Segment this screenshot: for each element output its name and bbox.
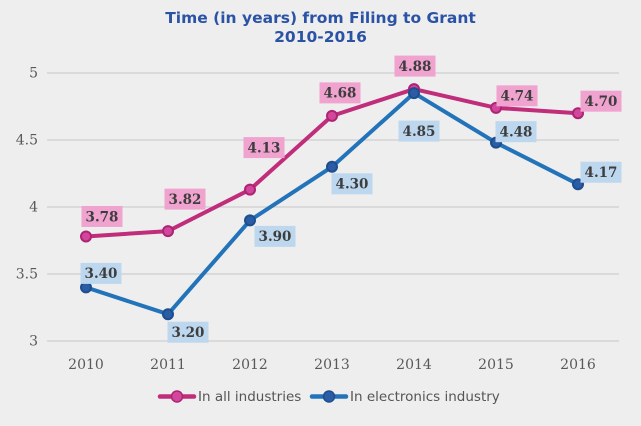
- legend-label-in-electronics-industry: In electronics industry: [350, 389, 500, 405]
- data-label-box-in-electronics-industry: [398, 120, 440, 142]
- legend-label-in-all-industries: In all industries: [198, 389, 301, 405]
- data-label-value-in-all-industries: 4.13: [248, 140, 281, 156]
- x-axis-tick-label: 2012: [232, 357, 268, 373]
- data-label-box-in-all-industries: [164, 188, 206, 210]
- data-label-box-in-electronics-industry: [80, 262, 122, 284]
- data-label-box-in-all-industries: [394, 55, 436, 77]
- data-label-box-in-electronics-industry: [331, 173, 373, 195]
- data-label-value-in-all-industries: 3.82: [169, 192, 202, 208]
- data-label-value-in-all-industries: 4.88: [399, 59, 432, 75]
- y-axis-tick-label: 5: [29, 66, 38, 82]
- data-label-value-in-electronics-industry: 3.20: [172, 325, 205, 341]
- data-label-value-in-electronics-industry: 3.90: [259, 229, 292, 245]
- data-label-value-in-electronics-industry: 4.30: [336, 177, 369, 193]
- y-axis-tick-label: 4: [29, 200, 38, 216]
- data-point-marker-in-electronics-industry: [408, 87, 420, 100]
- chart-title-line2: 2010-2016: [274, 28, 367, 46]
- data-point-marker-in-all-industries: [162, 225, 174, 238]
- data-label-value-in-all-industries: 3.78: [86, 209, 119, 225]
- data-point-marker-in-all-industries: [326, 109, 338, 122]
- data-label-box-in-electronics-industry: [254, 225, 296, 247]
- data-label-value-in-electronics-industry: 4.85: [403, 124, 436, 140]
- data-label-box-in-all-industries: [580, 90, 622, 112]
- data-label-box-in-electronics-industry: [580, 161, 622, 183]
- data-label-value-in-all-industries: 4.74: [501, 89, 534, 105]
- data-point-marker-in-all-industries: [244, 183, 256, 196]
- chart-title: Time (in years) from Filing to Grant 201…: [0, 9, 641, 47]
- chart-title-line1: Time (in years) from Filing to Grant: [165, 9, 476, 27]
- y-axis-tick-label: 3.5: [16, 267, 38, 283]
- data-point-marker-in-electronics-industry: [244, 214, 256, 227]
- x-axis-tick-label: 2014: [396, 357, 432, 373]
- y-axis-tick-label: 4.5: [16, 133, 38, 149]
- x-axis-tick-label: 2016: [560, 357, 596, 373]
- x-axis-tick-label: 2010: [68, 357, 104, 373]
- data-label-box-in-electronics-industry: [495, 121, 537, 143]
- x-axis-tick-label: 2015: [478, 357, 514, 373]
- data-label-value-in-electronics-industry: 4.17: [585, 165, 618, 181]
- legend-marker-in-electronics-industry: [322, 390, 336, 403]
- data-label-box-in-all-industries: [319, 82, 361, 104]
- data-label-box-in-all-industries: [496, 85, 538, 107]
- data-label-value-in-electronics-industry: 3.40: [85, 266, 118, 282]
- data-label-box-in-all-industries: [81, 205, 123, 227]
- x-axis-tick-label: 2011: [150, 357, 186, 373]
- data-label-value-in-electronics-industry: 4.48: [500, 124, 533, 140]
- data-point-marker-in-electronics-industry: [326, 160, 338, 173]
- data-point-marker-in-all-industries: [80, 230, 92, 243]
- data-label-box-in-electronics-industry: [167, 321, 209, 343]
- data-label-value-in-all-industries: 4.70: [585, 94, 618, 110]
- data-point-marker-in-electronics-industry: [162, 308, 174, 321]
- legend-marker-in-all-industries: [170, 390, 184, 403]
- data-label-box-in-all-industries: [243, 137, 285, 159]
- y-axis-tick-label: 3: [29, 334, 38, 350]
- data-label-value-in-all-industries: 4.68: [324, 86, 357, 102]
- x-axis-tick-label: 2013: [314, 357, 350, 373]
